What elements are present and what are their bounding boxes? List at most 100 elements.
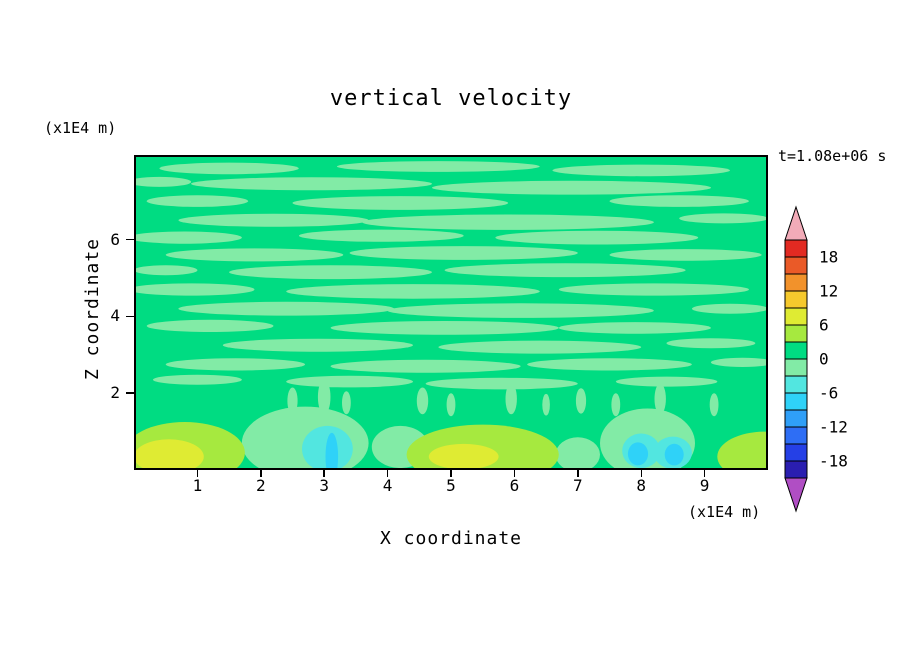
colorbar-segment bbox=[784, 460, 808, 479]
colorbar-label: -12 bbox=[819, 418, 848, 437]
contour-field bbox=[134, 155, 768, 470]
contour-feature bbox=[664, 443, 684, 466]
x-tick-mark bbox=[640, 470, 642, 477]
colorbar-segment bbox=[784, 426, 808, 445]
contour-feature bbox=[342, 391, 351, 415]
colorbar-segment bbox=[784, 307, 808, 326]
colorbar-segment bbox=[784, 273, 808, 292]
contour-feature bbox=[222, 338, 413, 352]
contour-feature bbox=[692, 303, 768, 314]
colorbar-segment bbox=[784, 392, 808, 411]
contour-feature bbox=[438, 340, 642, 354]
contour-feature bbox=[495, 230, 699, 245]
colorbar-arrow-down-icon bbox=[784, 477, 808, 513]
contour-feature bbox=[611, 393, 621, 417]
colorbar-segment bbox=[784, 341, 808, 360]
contour-feature bbox=[146, 195, 249, 207]
colorbar-segment bbox=[784, 256, 808, 275]
x-tick-mark bbox=[513, 470, 516, 477]
x-tick-label: 9 bbox=[699, 476, 710, 495]
contour-feature bbox=[432, 180, 711, 195]
contour-feature bbox=[527, 358, 692, 371]
colorbar-segment bbox=[784, 358, 808, 377]
colorbar-label: 0 bbox=[819, 350, 829, 369]
contour-feature bbox=[710, 357, 768, 367]
x-axis-unit-label: (x1E4 m) bbox=[688, 503, 761, 521]
contour-feature bbox=[609, 249, 762, 261]
contour-feature bbox=[134, 283, 255, 296]
y-tick-mark bbox=[126, 315, 134, 318]
contour-feature bbox=[330, 321, 559, 335]
contour-feature bbox=[558, 322, 711, 334]
y-tick-label: 2 bbox=[110, 383, 120, 403]
contour-feature bbox=[717, 431, 768, 470]
contour-feature bbox=[286, 284, 540, 299]
colorbar-segment bbox=[784, 324, 808, 343]
x-tick-label: 6 bbox=[509, 476, 520, 495]
x-tick-label: 5 bbox=[446, 476, 456, 495]
contour-feature bbox=[298, 229, 464, 242]
contour-feature bbox=[165, 248, 344, 262]
plot-frame-border bbox=[134, 155, 768, 470]
x-tick-label: 7 bbox=[572, 476, 583, 495]
x-tick-mark bbox=[450, 470, 452, 477]
x-tick-mark bbox=[196, 470, 199, 477]
y-axis-unit-label: (x1E4 m) bbox=[44, 119, 117, 137]
colorbar-segment bbox=[784, 290, 808, 309]
y-tick-label: 6 bbox=[110, 229, 120, 249]
contour-feature bbox=[444, 263, 686, 278]
contour-feature bbox=[134, 231, 242, 244]
contour-feature bbox=[134, 265, 198, 276]
plot-title: vertical velocity bbox=[329, 86, 573, 111]
x-tick-label: 4 bbox=[382, 476, 393, 495]
contour-feature bbox=[428, 443, 499, 470]
contour-feature bbox=[134, 439, 204, 470]
colorbar-segment bbox=[784, 375, 808, 394]
contour-feature bbox=[317, 379, 331, 415]
x-tick-label: 8 bbox=[636, 476, 646, 495]
y-tick-mark bbox=[126, 238, 134, 241]
contour-feature bbox=[446, 393, 456, 417]
y-tick-mark bbox=[126, 392, 134, 394]
contour-feature bbox=[165, 358, 306, 371]
contour-feature bbox=[191, 177, 432, 191]
colorbar-label: -18 bbox=[819, 452, 848, 471]
contour-feature bbox=[349, 246, 578, 260]
colorbar-label: 6 bbox=[819, 316, 829, 335]
colorbar-label: 12 bbox=[819, 282, 838, 301]
colorbar-label: 18 bbox=[819, 248, 838, 267]
x-tick-mark bbox=[703, 470, 706, 477]
contour-feature bbox=[615, 376, 718, 387]
contour-feature bbox=[555, 437, 600, 470]
contour-feature bbox=[666, 338, 756, 349]
colorbar-segment bbox=[784, 409, 808, 428]
contour-feature bbox=[425, 377, 578, 390]
contour-feature bbox=[552, 164, 730, 177]
contour-feature bbox=[336, 161, 540, 172]
contour-feature bbox=[362, 214, 654, 230]
contour-feature bbox=[146, 319, 274, 332]
x-tick-mark bbox=[260, 470, 262, 477]
contour-feature bbox=[709, 393, 719, 417]
x-tick-label: 3 bbox=[319, 476, 329, 495]
contour-feature bbox=[575, 388, 587, 414]
contour-feature bbox=[654, 383, 666, 415]
contour-feature bbox=[609, 195, 749, 207]
contour-feature bbox=[134, 176, 192, 187]
contour-feature bbox=[679, 213, 768, 224]
colorbar-arrow-up-icon bbox=[784, 205, 808, 241]
time-annotation: t=1.08e+06 s bbox=[778, 147, 887, 165]
contour-feature bbox=[542, 393, 550, 416]
contour-feature bbox=[178, 213, 369, 227]
contour-feature bbox=[416, 387, 429, 415]
y-tick-label: 4 bbox=[110, 306, 120, 326]
contour-feature bbox=[627, 442, 649, 466]
x-tick-mark bbox=[323, 470, 325, 477]
contour-feature bbox=[505, 383, 517, 415]
colorbar: 18 12 6 0 -6 -12 -18 bbox=[784, 205, 848, 513]
contour-feature bbox=[153, 374, 242, 385]
contour-feature bbox=[558, 283, 749, 296]
x-tick-label: 1 bbox=[192, 476, 203, 495]
contour-feature bbox=[178, 301, 394, 316]
